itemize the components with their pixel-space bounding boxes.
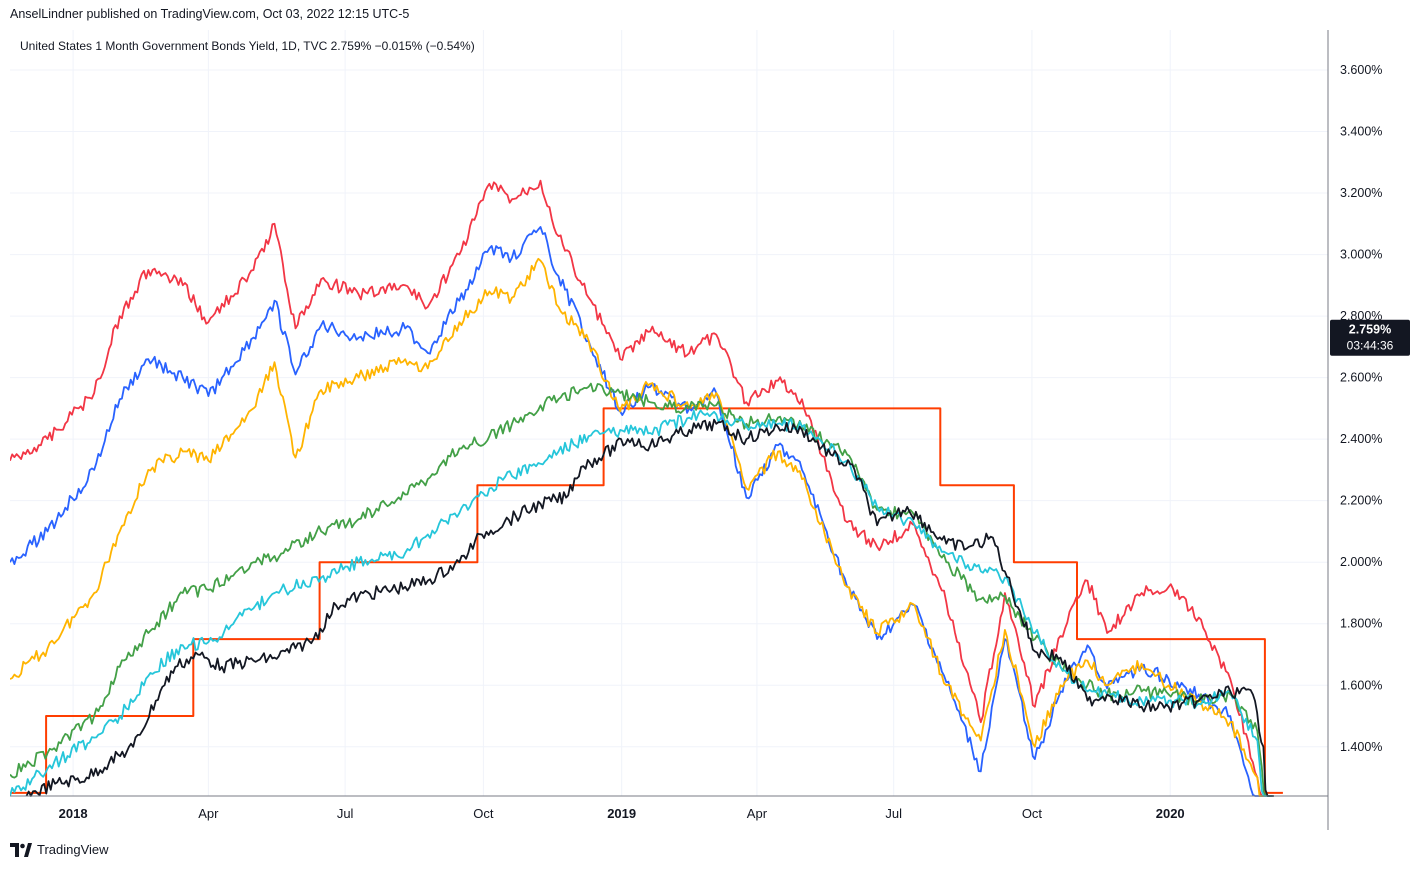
last-price-value: 2.759% [1349,323,1391,337]
y-tick-label: 2.200% [1340,494,1382,508]
y-tick-label: 2.800% [1340,309,1382,323]
y-tick-label: 2.600% [1340,371,1382,385]
tradingview-logo-icon [10,842,32,857]
x-tick-label: Jul [337,806,354,821]
y-tick-label: 3.200% [1340,186,1382,200]
y-tick-label: 2.000% [1340,555,1382,569]
y-tick-label: 3.400% [1340,125,1382,139]
y-tick-label: 1.800% [1340,617,1382,631]
x-tick-label: Oct [473,806,494,821]
y-tick-label: 1.400% [1340,740,1382,754]
y-tick-label: 3.000% [1340,248,1382,262]
x-tick-label: Jul [885,806,902,821]
x-tick-label: Apr [747,806,768,821]
series-line [9,409,1273,797]
last-price-label: 2.759% 03:44:36 [1330,319,1410,356]
chart-area[interactable]: 1.400% 1.600% 1.800% 2.000% 2.200% 2.400% 2.60… [9,30,1410,830]
x-tick-label: 2018 [59,806,88,821]
bar-countdown: 03:44:36 [1347,339,1394,353]
x-tick-label: 2019 [607,806,636,821]
series-line [25,418,1274,797]
x-tick-label: Oct [1022,806,1043,821]
series-line [9,179,1273,797]
series-line [9,226,1273,797]
brand-name: TradingView [37,842,109,857]
last-price-box [1330,319,1410,356]
x-tick-label: 2020 [1156,806,1185,821]
y-tick-label: 1.600% [1340,678,1382,692]
symbol-legend[interactable]: United States 1 Month Government Bonds Y… [20,39,475,53]
published-line: AnselLindner published on TradingView.co… [10,7,410,21]
tradingview-logo[interactable]: TradingView [10,842,109,857]
yield-chart[interactable]: 1.400% 1.600% 1.800% 2.000% 2.200% 2.400% 2.60… [9,30,1410,830]
series-line [10,407,1283,794]
x-tick-label: Apr [198,806,219,821]
y-tick-label: 2.400% [1340,432,1382,446]
y-tick-label: 3.600% [1340,63,1382,77]
